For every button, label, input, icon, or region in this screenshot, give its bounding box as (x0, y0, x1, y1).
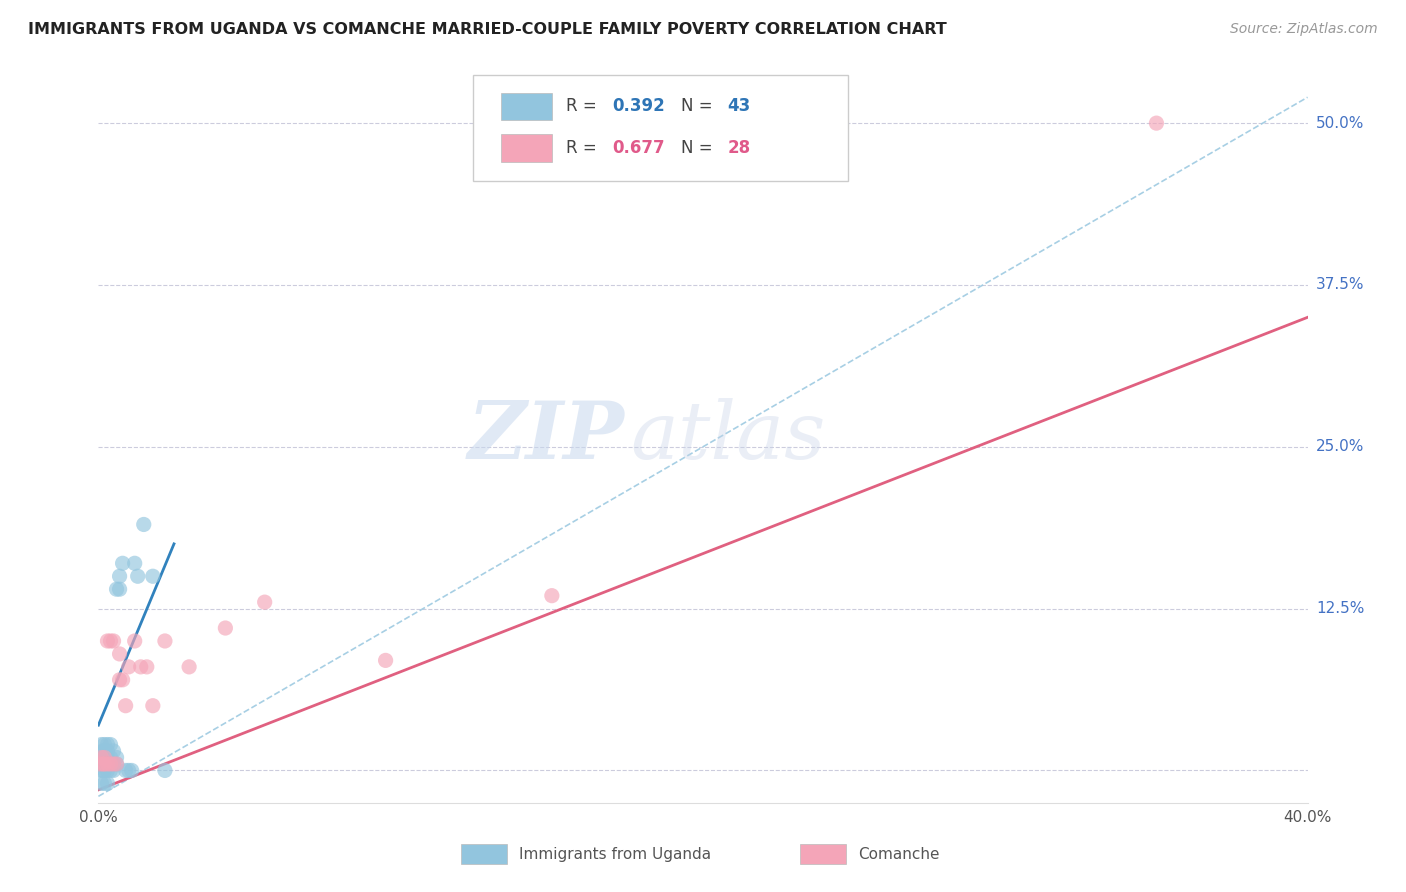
FancyBboxPatch shape (474, 75, 848, 181)
Point (100, 756, 122, 771)
Point (127, 569, 149, 583)
Text: Comanche: Comanche (858, 847, 939, 862)
Point (103, 756, 125, 771)
Point (118, 764, 141, 778)
Point (93, 750, 115, 764)
Point (179, 660, 201, 674)
Point (121, 764, 143, 778)
Point (89, 756, 111, 771)
Text: 0.677: 0.677 (613, 139, 665, 157)
Point (105, 582, 128, 597)
Point (100, 750, 122, 764)
Text: 37.5%: 37.5% (1316, 277, 1364, 293)
Text: Immigrants from Uganda: Immigrants from Uganda (519, 847, 711, 862)
Point (108, 569, 131, 583)
Point (96, 776, 118, 790)
Point (142, 698, 165, 713)
Point (90, 738, 112, 752)
Point (1144, 116, 1167, 130)
Text: 28: 28 (727, 139, 751, 157)
Point (111, 557, 134, 571)
Text: N =: N = (682, 139, 718, 157)
Point (153, 634, 176, 648)
Point (114, 698, 136, 713)
Point (105, 756, 128, 771)
Point (111, 673, 134, 687)
Point (90, 750, 112, 764)
Point (91, 744, 114, 758)
Point (96, 634, 118, 648)
Point (100, 756, 122, 771)
Point (93, 756, 115, 771)
Point (100, 634, 122, 648)
Point (96, 764, 118, 778)
Point (100, 764, 122, 778)
FancyBboxPatch shape (461, 844, 508, 864)
Point (96, 744, 118, 758)
Point (153, 764, 176, 778)
Text: R =: R = (567, 97, 602, 115)
Point (100, 738, 122, 752)
Point (214, 621, 236, 635)
Point (135, 660, 157, 674)
Point (124, 634, 146, 648)
Text: Source: ZipAtlas.com: Source: ZipAtlas.com (1230, 22, 1378, 37)
Text: 50.0%: 50.0% (1316, 116, 1364, 130)
Point (93, 756, 115, 771)
Point (540, 589, 562, 603)
Point (93, 744, 115, 758)
Point (93, 776, 115, 790)
Point (96, 756, 118, 771)
FancyBboxPatch shape (501, 135, 551, 162)
Text: atlas: atlas (630, 399, 825, 475)
Point (89, 756, 111, 771)
Point (94, 756, 117, 771)
Point (142, 569, 165, 583)
Point (124, 557, 146, 571)
Point (105, 756, 128, 771)
Point (91, 756, 114, 771)
Point (108, 582, 131, 597)
Text: 25.0%: 25.0% (1316, 439, 1364, 454)
FancyBboxPatch shape (501, 93, 551, 120)
FancyBboxPatch shape (800, 844, 845, 864)
Point (91, 764, 114, 778)
Text: IMMIGRANTS FROM UGANDA VS COMANCHE MARRIED-COUPLE FAMILY POVERTY CORRELATION CHA: IMMIGRANTS FROM UGANDA VS COMANCHE MARRI… (28, 22, 946, 37)
Point (103, 756, 125, 771)
Point (96, 756, 118, 771)
Text: 12.5%: 12.5% (1316, 601, 1364, 616)
Point (103, 634, 125, 648)
Point (129, 660, 152, 674)
Point (93, 764, 115, 778)
Text: 0.392: 0.392 (613, 97, 665, 115)
Point (105, 750, 128, 764)
Point (132, 517, 155, 532)
Point (114, 764, 136, 778)
Point (96, 750, 118, 764)
Point (90, 776, 112, 790)
Text: R =: R = (567, 139, 602, 157)
Point (93, 738, 115, 752)
Text: N =: N = (682, 97, 718, 115)
Point (90, 750, 112, 764)
Point (108, 647, 131, 661)
Point (118, 660, 141, 674)
Point (96, 738, 118, 752)
Point (90, 764, 112, 778)
Point (93, 750, 115, 764)
Point (91, 756, 114, 771)
Text: ZIP: ZIP (468, 399, 624, 475)
Point (108, 673, 131, 687)
Point (374, 653, 396, 667)
Text: 43: 43 (727, 97, 751, 115)
Point (103, 764, 125, 778)
Point (103, 744, 125, 758)
Point (94, 750, 117, 764)
Point (253, 595, 276, 609)
